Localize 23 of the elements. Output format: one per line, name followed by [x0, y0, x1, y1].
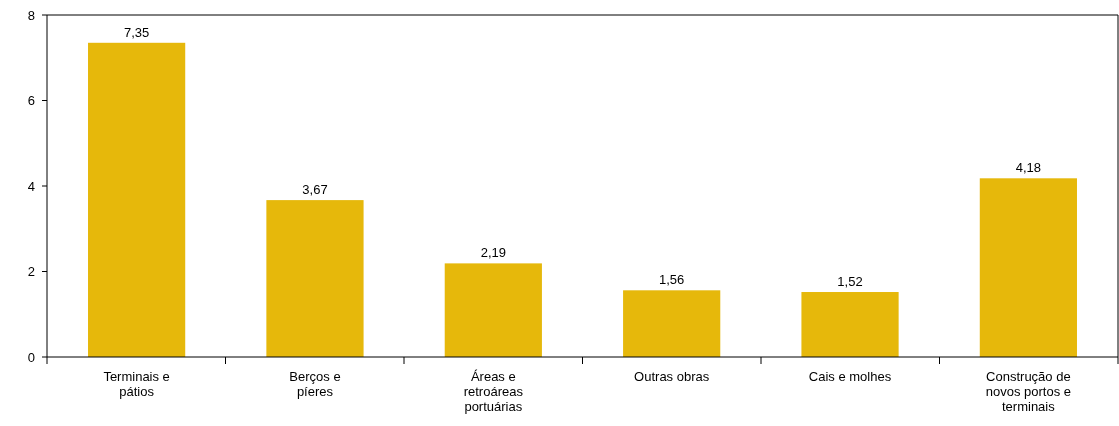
- data-label: 7,35: [123, 24, 150, 40]
- y-tick-label: 2: [27, 264, 35, 280]
- x-tick-label: Áreas e retroáreas portuárias: [463, 369, 524, 414]
- y-tick-label: 6: [27, 93, 35, 109]
- x-tick-label: Terminais e pátios: [103, 369, 170, 399]
- bar: [88, 42, 186, 357]
- y-tick-label: 4: [27, 178, 35, 194]
- bar: [266, 200, 364, 357]
- x-tick-label: Cais e molhes: [808, 369, 892, 384]
- data-label: 1,52: [837, 274, 863, 290]
- bar: [979, 178, 1077, 357]
- bar: [444, 263, 542, 357]
- y-tick-label: 0: [27, 349, 35, 365]
- y-tick-label: 8: [27, 7, 35, 23]
- data-label: 4,18: [1015, 160, 1042, 176]
- bar: [623, 290, 721, 357]
- data-label: 2,19: [480, 245, 506, 261]
- x-tick-label: Outras obras: [634, 369, 710, 384]
- x-tick-label: Construção de novos portos e terminais: [985, 369, 1072, 414]
- bar: [801, 292, 899, 357]
- data-label: 1,56: [659, 272, 685, 288]
- x-tick-label: Berços e píeres: [289, 369, 341, 399]
- data-label: 3,67: [302, 182, 328, 198]
